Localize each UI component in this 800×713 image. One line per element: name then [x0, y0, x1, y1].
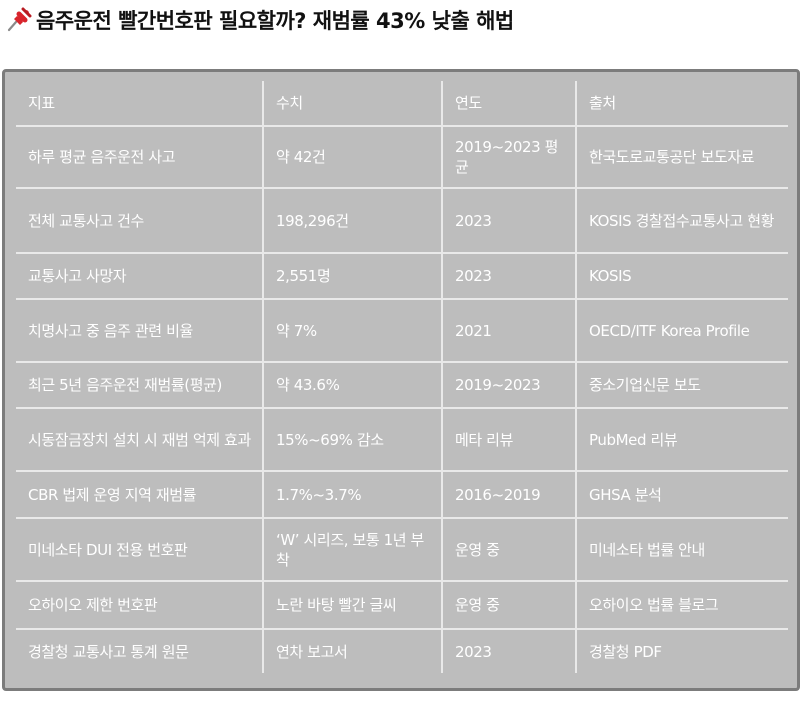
- table-cell: 15%~69% 감소: [262, 407, 442, 471]
- table-cell: 경찰청 교통사고 통계 원문: [16, 628, 263, 673]
- table-row: 치명사고 중 음주 관련 비율 약 7% 2021 OECD/ITF Korea…: [16, 298, 788, 362]
- table-row: 시동잠금장치 설치 시 재범 억제 효과 15%~69% 감소 메타 리뷰 Pu…: [16, 407, 788, 471]
- table-cell: 시동잠금장치 설치 시 재범 억제 효과: [16, 407, 263, 471]
- header-cell: 출처: [575, 81, 788, 126]
- table-cell: 최근 5년 음주운전 재범률(평균): [16, 361, 263, 408]
- table-header-row: 지표 수치 연도 출처: [16, 81, 788, 126]
- stats-table: 지표 수치 연도 출처 하루 평균 음주운전 사고 약 42건 2019~202…: [16, 81, 788, 673]
- table-cell: 2,551명: [262, 252, 442, 299]
- table-cell: PubMed 리뷰: [575, 407, 788, 471]
- table-cell: 2023: [441, 628, 576, 673]
- table-cell: 하루 평균 음주운전 사고: [16, 125, 263, 188]
- table-cell: CBR 법제 운영 지역 재범률: [16, 470, 263, 518]
- table-cell: 2016~2019: [441, 470, 576, 518]
- table-cell: 198,296건: [262, 187, 442, 253]
- table-cell: 전체 교통사고 건수: [16, 187, 263, 253]
- table-cell: 약 42건: [262, 125, 442, 188]
- table-cell: OECD/ITF Korea Profile: [575, 298, 788, 362]
- table-cell: 2019~2023: [441, 361, 576, 408]
- pushpin-icon: [7, 7, 32, 32]
- page-title: 음주운전 빨간번호판 필요할까? 재범률 43% 낮출 해법: [6, 4, 514, 36]
- table-cell: 2019~2023 평균: [441, 125, 576, 188]
- page-title-text: 음주운전 빨간번호판 필요할까? 재범률 43% 낮출 해법: [36, 9, 514, 33]
- table-cell: 미네소타 DUI 전용 번호판: [16, 517, 263, 581]
- table-cell: ‘W’ 시리즈, 보통 1년 부착: [262, 517, 442, 581]
- table-cell: 메타 리뷰: [441, 407, 576, 471]
- table-row: CBR 법제 운영 지역 재범률 1.7%~3.7% 2016~2019 GHS…: [16, 470, 788, 518]
- table-cell: 약 7%: [262, 298, 442, 362]
- table-cell: 한국도로교통공단 보도자료: [575, 125, 788, 188]
- table-cell: 연차 보고서: [262, 628, 442, 673]
- table-row: 최근 5년 음주운전 재범률(평균) 약 43.6% 2019~2023 중소기…: [16, 361, 788, 408]
- table-cell: 약 43.6%: [262, 361, 442, 408]
- table-cell: 2023: [441, 187, 576, 253]
- table-row: 교통사고 사망자 2,551명 2023 KOSIS: [16, 252, 788, 299]
- header-cell: 수치: [262, 81, 442, 126]
- table-cell: 운영 중: [441, 517, 576, 581]
- header-cell: 지표: [28, 94, 55, 112]
- table-cell: 치명사고 중 음주 관련 비율: [16, 298, 263, 362]
- table-cell: 교통사고 사망자: [16, 252, 263, 299]
- table-row: 하루 평균 음주운전 사고 약 42건 2019~2023 평균 한국도로교통공…: [16, 125, 788, 188]
- table-cell: 2021: [441, 298, 576, 362]
- table-cell: 운영 중: [441, 580, 576, 629]
- table-cell: 중소기업신문 보도: [575, 361, 788, 408]
- header-cell: 연도: [441, 81, 576, 126]
- table-cell: 미네소타 법률 안내: [575, 517, 788, 581]
- table-cell: 경찰청 PDF: [575, 628, 788, 673]
- table-cell: 2023: [441, 252, 576, 299]
- table-cell: KOSIS: [575, 252, 788, 299]
- table-cell: GHSA 분석: [575, 470, 788, 518]
- table-cell: 오하이오 제한 번호판: [16, 580, 263, 629]
- table-row: 미네소타 DUI 전용 번호판 ‘W’ 시리즈, 보통 1년 부착 운영 중 미…: [16, 517, 788, 581]
- table-row: 전체 교통사고 건수 198,296건 2023 KOSIS 경찰접수교통사고 …: [16, 187, 788, 253]
- stats-table-container: 지표 수치 연도 출처 하루 평균 음주운전 사고 약 42건 2019~202…: [2, 69, 800, 691]
- table-cell: KOSIS 경찰접수교통사고 현황: [575, 187, 788, 253]
- table-cell: 노란 바탕 빨간 글씨: [262, 580, 442, 629]
- table-cell: 오하이오 법률 블로그: [575, 580, 788, 629]
- table-cell: 1.7%~3.7%: [262, 470, 442, 518]
- table-row: 오하이오 제한 번호판 노란 바탕 빨간 글씨 운영 중 오하이오 법률 블로그: [16, 580, 788, 629]
- table-row: 경찰청 교통사고 통계 원문 연차 보고서 2023 경찰청 PDF: [16, 628, 788, 673]
